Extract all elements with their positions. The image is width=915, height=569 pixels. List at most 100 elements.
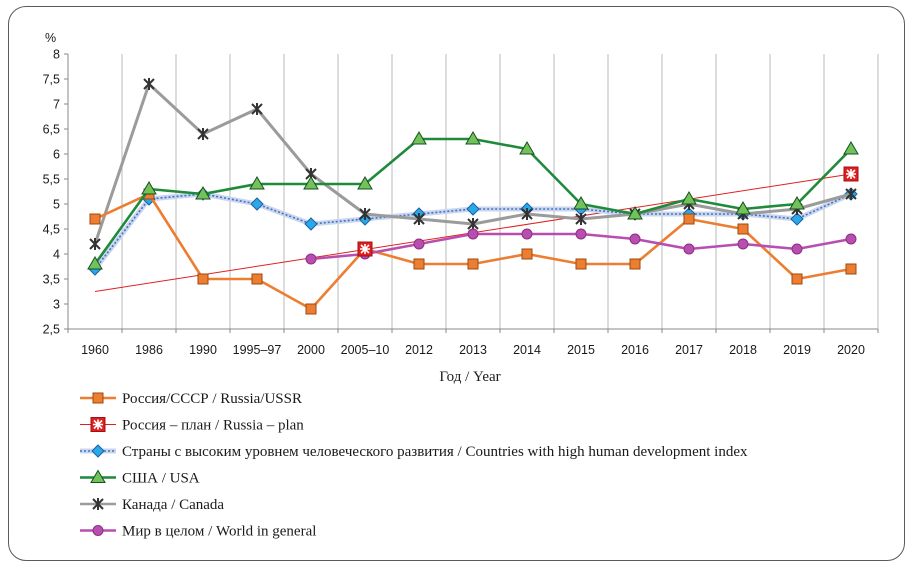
chart-frame bbox=[8, 6, 905, 561]
legend-label: Страны с высоким уровнем человеческого р… bbox=[122, 444, 748, 460]
data-point bbox=[357, 176, 373, 190]
data-point bbox=[466, 202, 480, 216]
data-point bbox=[521, 248, 533, 260]
x-tick-label: 1995–97 bbox=[233, 343, 282, 357]
data-point bbox=[627, 206, 643, 220]
data-point bbox=[575, 213, 587, 225]
series-5 bbox=[305, 228, 857, 265]
data-point bbox=[143, 78, 155, 90]
data-point bbox=[737, 238, 749, 250]
data-point bbox=[141, 181, 157, 195]
x-axis-label: Год / Year bbox=[439, 369, 500, 385]
legend-label: США / USA bbox=[122, 471, 200, 487]
series-group bbox=[87, 78, 859, 315]
data-point bbox=[413, 258, 425, 270]
x-tick-label: 2020 bbox=[837, 343, 865, 357]
legend-label: Россия – план / Russia – plan bbox=[122, 418, 304, 434]
data-point bbox=[305, 253, 317, 265]
data-point bbox=[845, 188, 857, 200]
data-point bbox=[305, 303, 317, 315]
legend-label: Канада / Canada bbox=[122, 497, 224, 513]
x-tick-label: 2000 bbox=[297, 343, 325, 357]
y-tick-label: 6,5 bbox=[43, 123, 60, 137]
data-point bbox=[791, 273, 803, 285]
data-point bbox=[519, 141, 535, 155]
data-point bbox=[573, 196, 589, 210]
data-point bbox=[791, 243, 803, 255]
legend-item: Канада / Canada bbox=[80, 497, 224, 513]
data-point bbox=[683, 243, 695, 255]
y-tick-label: 8 bbox=[53, 48, 60, 62]
data-point bbox=[250, 197, 264, 211]
y-tick-label: 2,5 bbox=[43, 323, 60, 337]
x-tick-label: 2015 bbox=[567, 343, 595, 357]
data-point bbox=[304, 217, 318, 231]
legend-label: Мир в целом / World in general bbox=[122, 524, 316, 540]
legend-marker-glyph bbox=[93, 419, 103, 430]
x-tick-label: 2018 bbox=[729, 343, 757, 357]
x-tick-label: 2012 bbox=[405, 343, 433, 357]
series-4 bbox=[89, 78, 857, 250]
y-tick-label: 5 bbox=[53, 198, 60, 212]
y-tick-label: 7 bbox=[53, 98, 60, 112]
data-point bbox=[413, 213, 425, 225]
data-point bbox=[629, 258, 641, 270]
data-point bbox=[411, 131, 427, 145]
data-point bbox=[195, 186, 211, 200]
y-axis-label: % bbox=[45, 31, 56, 45]
series-3 bbox=[87, 131, 859, 270]
data-point bbox=[413, 238, 425, 250]
legend-item: Россия – план / Russia – plan bbox=[80, 417, 304, 434]
data-point-glyph bbox=[846, 169, 856, 179]
legend-marker bbox=[90, 469, 106, 483]
data-point bbox=[197, 273, 209, 285]
data-point bbox=[521, 208, 533, 220]
data-point bbox=[89, 238, 101, 250]
data-point bbox=[251, 103, 263, 115]
data-point bbox=[467, 228, 479, 240]
y-tick-label: 5,5 bbox=[43, 173, 60, 187]
data-point-glyph bbox=[360, 244, 370, 254]
data-point bbox=[467, 258, 479, 270]
y-tick-label: 7,5 bbox=[43, 73, 60, 87]
data-point bbox=[845, 263, 857, 275]
x-tick-label: 2017 bbox=[675, 343, 703, 357]
data-point bbox=[89, 213, 101, 225]
x-tick-label: 2019 bbox=[783, 343, 811, 357]
axes bbox=[64, 53, 879, 333]
data-point bbox=[197, 128, 209, 140]
data-point bbox=[467, 218, 479, 230]
legend-item: Россия/СССР / Russia/USSR bbox=[80, 391, 302, 407]
data-point bbox=[845, 233, 857, 245]
data-point bbox=[251, 273, 263, 285]
data-point bbox=[249, 176, 265, 190]
legend-marker bbox=[92, 498, 104, 510]
legend-item: Мир в целом / World in general bbox=[80, 524, 316, 540]
data-point bbox=[303, 176, 319, 190]
legend-marker bbox=[92, 525, 104, 536]
y-tick-label: 4,5 bbox=[43, 223, 60, 237]
data-point bbox=[790, 212, 804, 226]
data-point bbox=[789, 196, 805, 210]
data-point bbox=[465, 131, 481, 145]
data-point bbox=[359, 208, 371, 220]
legend-marker bbox=[91, 444, 105, 458]
data-point bbox=[737, 223, 749, 235]
y-tick-label: 4 bbox=[53, 248, 60, 262]
x-tick-label: 2014 bbox=[513, 343, 541, 357]
x-tick-labels: 1960 1986 1990 1995–97 2000 2005–10 2012 2013 20… bbox=[81, 343, 865, 357]
data-point bbox=[87, 256, 103, 270]
legend-item: Страны с высоким уровнем человеческого р… bbox=[80, 444, 748, 460]
data-point bbox=[681, 191, 697, 205]
y-tick-labels: 2,5 3 3,5 4 4,5 5 5,5 6 6,5 7 7,5 8 bbox=[43, 48, 60, 337]
y-tick-label: 3 bbox=[53, 298, 60, 312]
data-point bbox=[843, 141, 859, 155]
y-tick-label: 3,5 bbox=[43, 273, 60, 287]
legend: Россия/СССР / Russia/USSR Россия – план /… bbox=[80, 391, 748, 540]
y-tick-label: 6 bbox=[53, 148, 60, 162]
legend-item: США / USA bbox=[80, 469, 200, 487]
series-1 bbox=[357, 166, 859, 257]
x-tick-label: 2005–10 bbox=[341, 343, 390, 357]
x-tick-label: 1960 bbox=[81, 343, 109, 357]
